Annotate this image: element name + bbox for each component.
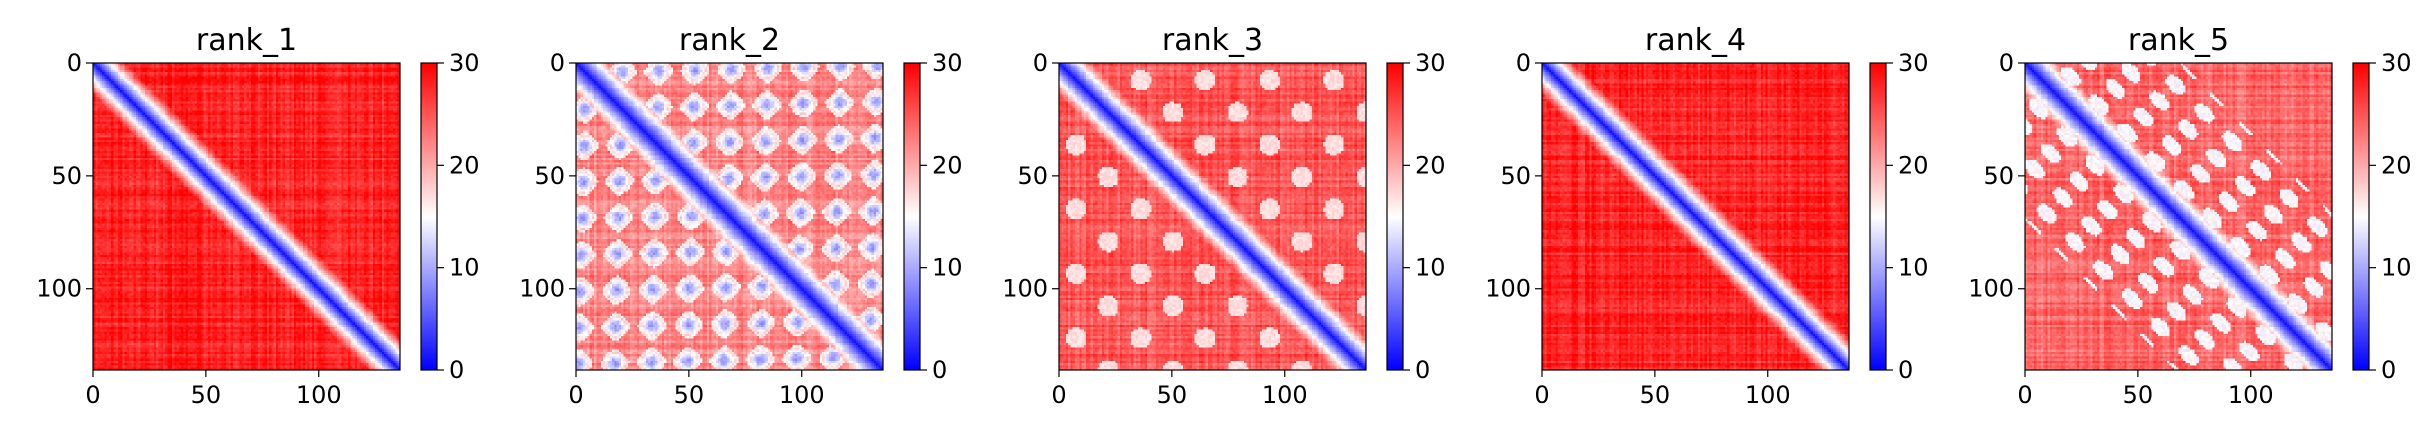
colorbar-tick-label: 0 — [1415, 356, 1430, 384]
x-tick-label: 100 — [2228, 381, 2274, 409]
plot-frame — [1058, 62, 1367, 371]
y-tick-label: 0 — [67, 49, 82, 77]
panel-title: rank_5 — [2128, 23, 2229, 58]
x-tick-label: 50 — [674, 381, 705, 409]
panel-title: rank_4 — [1645, 23, 1746, 58]
colorbar-frame — [1869, 62, 1887, 371]
y-tick-label: 50 — [534, 162, 565, 190]
colorbar-tick-label: 0 — [1898, 356, 1913, 384]
x-tick-label: 100 — [1745, 381, 1791, 409]
colorbar-tick-label: 20 — [1898, 151, 1929, 179]
heatmap-matrix — [1542, 63, 1849, 370]
plot-frame — [575, 62, 884, 371]
colorbar — [2353, 63, 2369, 370]
colorbar-tick-label: 10 — [1415, 254, 1446, 282]
plot-frame — [2024, 62, 2333, 371]
y-tick-label: 100 — [1485, 275, 1531, 303]
heatmap-panel-5: rank_5 0 50 100 0 50 100 0 10 20 30 — [1968, 23, 2411, 409]
y-tick-label: 50 — [1983, 162, 2014, 190]
colorbar-frame — [903, 62, 921, 371]
y-tick-label: 100 — [519, 275, 565, 303]
x-tick-label: 0 — [1051, 381, 1066, 409]
colorbar-tick-label: 30 — [1415, 49, 1446, 77]
colorbar-tick-label: 30 — [1898, 49, 1929, 77]
heatmap-panel-1: rank_1 0 50 100 0 50 100 0 10 20 30 — [36, 23, 479, 409]
heatmap-panel-2: rank_2 0 50 100 0 50 100 0 10 20 30 — [519, 23, 962, 409]
colorbar-tick-label: 10 — [2381, 254, 2412, 282]
x-tick-label: 100 — [1262, 381, 1308, 409]
y-tick-label: 100 — [1002, 275, 1048, 303]
x-tick-label: 50 — [191, 381, 222, 409]
x-tick-label: 0 — [85, 381, 100, 409]
colorbar-tick-label: 30 — [2381, 49, 2412, 77]
y-tick-label: 0 — [1033, 49, 1048, 77]
colorbar-tick-label: 20 — [1415, 151, 1446, 179]
colorbar-frame — [2352, 62, 2370, 371]
y-tick-label: 0 — [550, 49, 565, 77]
x-tick-label: 100 — [779, 381, 825, 409]
plot-frame — [92, 62, 401, 371]
y-tick-label: 0 — [1516, 49, 1531, 77]
y-tick-label: 0 — [1999, 49, 2014, 77]
heatmap-panel-3: rank_3 0 50 100 0 50 100 0 10 20 30 — [1002, 23, 1445, 409]
colorbar-tick-label: 30 — [449, 49, 480, 77]
heatmap-panel-4: rank_4 0 50 100 0 50 100 0 10 20 30 — [1485, 23, 1928, 409]
plot-frame — [1541, 62, 1850, 371]
x-tick-label: 0 — [2017, 381, 2032, 409]
colorbar — [1387, 63, 1403, 370]
y-tick-label: 50 — [1017, 162, 1048, 190]
colorbar-tick-label: 10 — [932, 254, 963, 282]
colorbar-frame — [1386, 62, 1404, 371]
heatmap-matrix — [1059, 63, 1366, 370]
x-tick-label: 0 — [568, 381, 583, 409]
panel-title: rank_1 — [196, 23, 297, 58]
x-tick-label: 0 — [1534, 381, 1549, 409]
heatmap-matrix — [93, 63, 400, 370]
colorbar-tick-label: 10 — [449, 254, 480, 282]
colorbar-tick-label: 0 — [449, 356, 464, 384]
colorbar-tick-label: 0 — [932, 356, 947, 384]
colorbar-tick-label: 30 — [932, 49, 963, 77]
x-tick-label: 100 — [296, 381, 342, 409]
x-tick-label: 50 — [1157, 381, 1188, 409]
heatmap-matrix — [2025, 63, 2332, 370]
y-tick-label: 100 — [1968, 275, 2014, 303]
colorbar-tick-label: 0 — [2381, 356, 2396, 384]
y-tick-label: 50 — [1500, 162, 1531, 190]
colorbar-tick-label: 20 — [932, 151, 963, 179]
panel-title: rank_3 — [1162, 23, 1263, 58]
x-tick-label: 50 — [1640, 381, 1671, 409]
y-tick-label: 100 — [36, 275, 82, 303]
colorbar — [904, 63, 920, 370]
colorbar — [1870, 63, 1886, 370]
panel-title: rank_2 — [679, 23, 780, 58]
colorbar — [421, 63, 437, 370]
colorbar-tick-label: 20 — [2381, 151, 2412, 179]
y-tick-label: 50 — [51, 162, 82, 190]
colorbar-frame — [420, 62, 438, 371]
colorbar-tick-label: 10 — [1898, 254, 1929, 282]
colorbar-tick-label: 20 — [449, 151, 480, 179]
heatmap-matrix — [576, 63, 883, 370]
x-tick-label: 50 — [2123, 381, 2154, 409]
